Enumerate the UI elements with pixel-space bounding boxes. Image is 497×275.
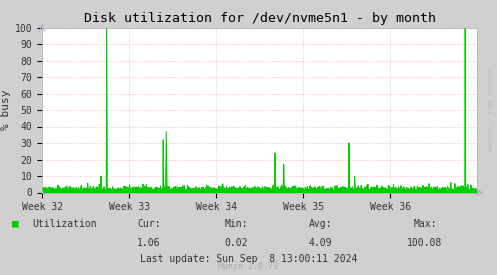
Text: Max:: Max: — [413, 219, 437, 229]
Text: 4.09: 4.09 — [309, 238, 332, 248]
Text: Avg:: Avg: — [309, 219, 332, 229]
Text: Munin 2.0.73: Munin 2.0.73 — [219, 262, 278, 271]
Text: 100.08: 100.08 — [408, 238, 442, 248]
Text: 1.06: 1.06 — [137, 238, 161, 248]
Y-axis label: % busy: % busy — [0, 90, 11, 130]
Text: 0.02: 0.02 — [224, 238, 248, 248]
Text: ■: ■ — [12, 219, 19, 229]
Title: Disk utilization for /dev/nvme5n1 - by month: Disk utilization for /dev/nvme5n1 - by m… — [83, 12, 436, 25]
Text: Cur:: Cur: — [137, 219, 161, 229]
Text: Utilization: Utilization — [32, 219, 97, 229]
Text: Min:: Min: — [224, 219, 248, 229]
Text: Last update: Sun Sep  8 13:00:11 2024: Last update: Sun Sep 8 13:00:11 2024 — [140, 254, 357, 264]
Text: RRDTOOL / TOBI OETIKER: RRDTOOL / TOBI OETIKER — [489, 69, 494, 151]
